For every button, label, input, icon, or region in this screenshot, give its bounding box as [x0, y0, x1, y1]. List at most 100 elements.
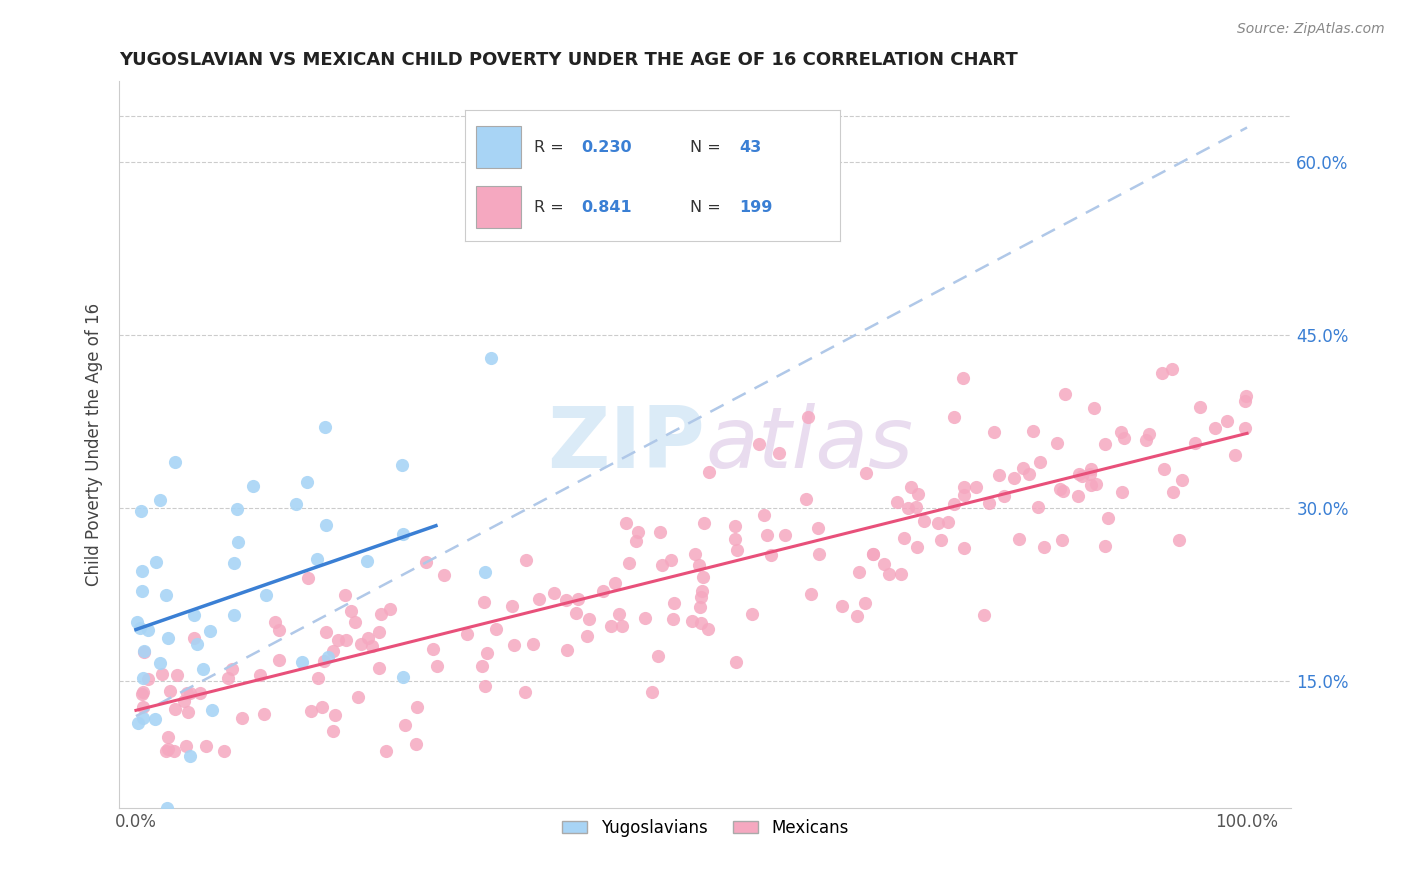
Point [1223, 448, 1246, 462]
Point [479, 351, 502, 366]
Point [1153, 462, 1175, 476]
Point [905, 541, 928, 555]
Point [360, 640, 382, 654]
Point [1012, 461, 1035, 475]
Point [1054, 387, 1077, 401]
Point [228, 535, 250, 549]
Point [693, 516, 716, 530]
Point [953, 487, 976, 501]
Point [344, 615, 367, 629]
Point [136, 623, 159, 637]
Point [1114, 431, 1136, 445]
Point [264, 615, 287, 629]
Point [231, 710, 253, 724]
Point [176, 686, 198, 700]
Point [1080, 461, 1102, 475]
Point [1184, 436, 1206, 450]
Point [131, 583, 153, 598]
Point [422, 642, 444, 657]
Point [356, 554, 378, 568]
Point [808, 547, 831, 561]
Point [392, 669, 415, 683]
Point [853, 596, 876, 610]
Point [1094, 437, 1116, 451]
Point [347, 690, 370, 705]
Point [368, 625, 391, 640]
Point [522, 637, 544, 651]
Point [131, 699, 153, 714]
Point [156, 742, 179, 756]
Point [242, 479, 264, 493]
Point [752, 508, 775, 523]
Point [225, 502, 247, 516]
Point [768, 446, 790, 460]
Point [756, 527, 779, 541]
Point [406, 700, 429, 714]
Point [662, 612, 685, 626]
Point [1078, 467, 1101, 481]
Point [651, 558, 673, 573]
Point [415, 555, 437, 569]
Point [183, 632, 205, 646]
Point [567, 592, 589, 607]
Point [1111, 485, 1133, 500]
Point [198, 624, 221, 638]
Point [1029, 455, 1052, 469]
Point [127, 615, 149, 629]
Point [143, 712, 166, 726]
Point [807, 521, 830, 535]
Point [212, 744, 235, 758]
Point [723, 533, 745, 547]
Point [323, 707, 346, 722]
Point [150, 667, 173, 681]
Point [312, 654, 335, 668]
Point [893, 531, 915, 545]
Point [179, 748, 201, 763]
Point [624, 534, 647, 549]
Point [724, 518, 747, 533]
Point [627, 524, 650, 539]
Point [392, 527, 415, 541]
Point [224, 556, 246, 570]
Point [897, 501, 920, 516]
Point [952, 480, 974, 494]
Point [725, 543, 748, 558]
Point [136, 672, 159, 686]
Point [163, 455, 186, 469]
Point [513, 685, 536, 699]
Point [943, 410, 966, 425]
Point [134, 645, 156, 659]
Point [132, 711, 155, 725]
Point [1002, 471, 1025, 485]
Point [912, 515, 935, 529]
Point [1167, 533, 1189, 547]
Point [612, 619, 634, 633]
Point [659, 553, 682, 567]
Point [1018, 467, 1040, 481]
Point [299, 704, 322, 718]
Point [368, 661, 391, 675]
Point [472, 594, 495, 608]
Point [979, 496, 1001, 510]
Point [340, 604, 363, 618]
Point [886, 495, 908, 509]
Text: ZIP: ZIP [547, 403, 706, 486]
Point [291, 656, 314, 670]
Point [741, 607, 763, 621]
Point [315, 625, 337, 640]
Point [156, 801, 179, 815]
Point [132, 644, 155, 658]
Point [543, 585, 565, 599]
Point [555, 642, 578, 657]
Point [249, 667, 271, 681]
Point [177, 705, 200, 719]
Point [433, 567, 456, 582]
Point [391, 458, 413, 473]
Point [1050, 533, 1073, 548]
Point [515, 553, 537, 567]
Point [993, 489, 1015, 503]
Point [527, 591, 550, 606]
Point [217, 671, 239, 685]
Point [1080, 478, 1102, 492]
Point [1083, 401, 1105, 415]
